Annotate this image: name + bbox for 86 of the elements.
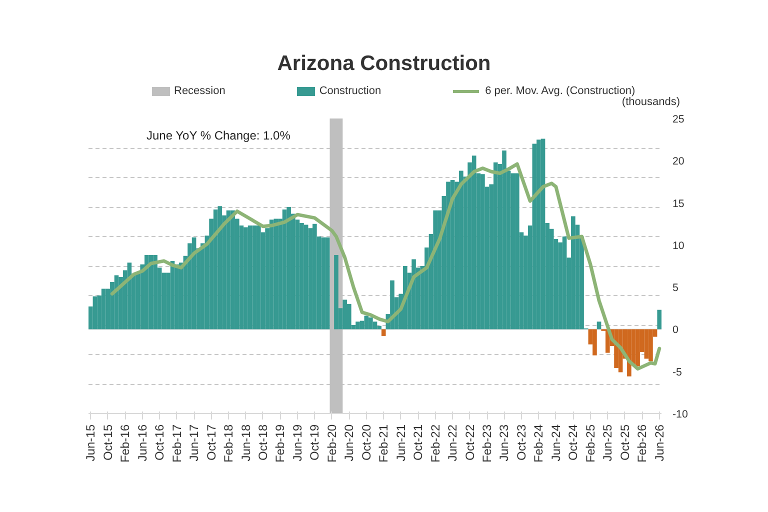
x-tick-label: Jun-22 <box>446 424 460 462</box>
bar <box>153 255 158 330</box>
x-tick-label: Jun-26 <box>652 424 666 462</box>
title: Arizona Construction <box>276 52 492 76</box>
bar <box>532 144 537 330</box>
line-series <box>110 162 662 371</box>
y-tick-label: -5 <box>672 366 682 378</box>
bar <box>92 296 98 330</box>
ylabel: (thousands) <box>622 96 680 108</box>
y-tick-label: 10 <box>672 240 684 252</box>
bar <box>648 329 653 362</box>
legend: Recession Construction 6 per. Mov. Avg. (Construction) <box>152 85 708 97</box>
bar <box>300 223 304 330</box>
x-tick-label: Oct-20 <box>359 424 374 461</box>
bar <box>334 255 338 330</box>
bar <box>308 228 313 330</box>
bar <box>472 156 476 330</box>
x-tick-label: Feb-23 <box>480 424 494 463</box>
x-tick-label: Oct-21 <box>411 424 426 461</box>
x-tick-label: Feb-17 <box>170 424 184 463</box>
bar <box>502 150 506 330</box>
bar <box>493 162 498 330</box>
annotation: June YoY % Change: 1.0% <box>146 128 291 142</box>
legend-label: Recession <box>174 85 226 97</box>
x-tick-label: Feb-22 <box>428 424 442 463</box>
y-tick-label: 20 <box>672 156 684 168</box>
bar <box>377 326 382 330</box>
legend-label: Construction <box>319 85 382 97</box>
bar <box>412 259 416 330</box>
bar <box>390 280 394 330</box>
x-tick-label: Oct-22 <box>462 424 477 461</box>
x-tick-label: Feb-26 <box>635 424 650 463</box>
x-tick-label: Jun-23 <box>497 424 512 462</box>
x-tick-label: Feb-20 <box>324 424 339 463</box>
bar <box>269 220 274 330</box>
x-tick-label: Oct-15 <box>100 424 115 461</box>
x-tick-label: Oct-23 <box>514 424 528 461</box>
bar <box>282 210 287 330</box>
x-tick-label: Feb-16 <box>118 424 132 463</box>
x-tick-label: Oct-16 <box>152 424 167 461</box>
legend-label: 6 per. Mov. Avg. (Construction) <box>485 85 636 97</box>
bar <box>248 226 252 330</box>
y-tick-label: 0 <box>672 324 678 336</box>
x-tick-label: Feb-18 <box>222 424 236 463</box>
x-tick-label: Oct-18 <box>256 424 270 461</box>
x-tick-label: Jun-19 <box>290 424 304 462</box>
x-tick-label: Jun-18 <box>238 424 253 462</box>
x-tick-label: Feb-21 <box>376 424 391 463</box>
y-tick-label: 15 <box>672 198 684 210</box>
bar <box>562 236 567 330</box>
x-tick-label: Oct-17 <box>204 424 218 461</box>
bar <box>346 304 352 330</box>
bar <box>536 140 541 330</box>
bar <box>252 226 257 330</box>
y-tick-label: -10 <box>672 408 688 420</box>
x-tick-label: Feb-25 <box>583 424 598 463</box>
x-tick-label: Jun-16 <box>135 424 150 462</box>
bar <box>381 329 386 336</box>
x-tick-label: Jun-15 <box>84 424 98 462</box>
x-tick-label: Oct-24 <box>566 424 580 461</box>
y-tick-label: 5 <box>672 282 678 294</box>
bar <box>364 316 369 330</box>
bar <box>356 322 360 330</box>
x-tick-label: Feb-24 <box>532 424 546 463</box>
x-tick-label: Oct-25 <box>618 424 632 461</box>
bar <box>372 322 378 330</box>
bar <box>446 182 450 330</box>
bar <box>218 206 222 330</box>
bar <box>592 329 597 356</box>
bar <box>244 227 248 330</box>
y-tick-label: 25 <box>672 114 684 126</box>
x-tick-label: Jun-24 <box>548 424 563 462</box>
x-tick-label: Oct-19 <box>308 424 322 461</box>
x-tick-label: Feb-19 <box>273 424 288 463</box>
x-tick-label: Jun-21 <box>394 424 408 462</box>
bar <box>325 237 330 330</box>
bar <box>644 329 649 359</box>
x-tick-label: Jun-17 <box>187 424 202 462</box>
bar <box>596 322 602 330</box>
bar <box>540 138 546 330</box>
x-tick-label: Jun-25 <box>600 424 615 462</box>
bar <box>657 310 662 330</box>
bar <box>510 173 516 330</box>
bar <box>101 288 106 330</box>
bar <box>304 224 308 330</box>
x-tick-label: Jun-20 <box>342 424 356 462</box>
